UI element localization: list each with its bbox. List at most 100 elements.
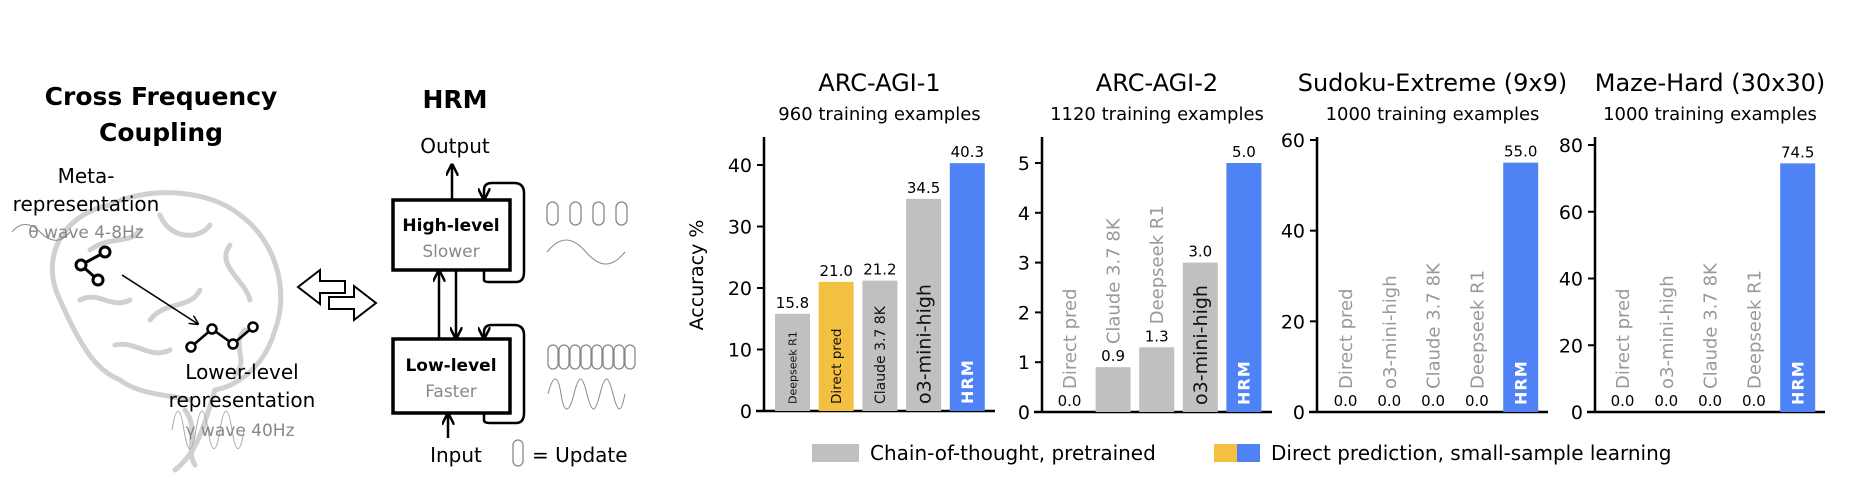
value-label: 0.0 xyxy=(1698,392,1722,410)
value-label: 0.0 xyxy=(1058,392,1082,410)
bar xyxy=(1095,367,1131,412)
chart-title: ARC-AGI-2 xyxy=(1096,69,1218,97)
chart-1: ARC-AGI-1 960 training examples Accuracy %… xyxy=(686,69,995,423)
value-label: 15.8 xyxy=(776,294,809,312)
bar xyxy=(906,198,942,411)
capsule-update-icon xyxy=(624,344,636,370)
output-label: Output xyxy=(420,134,490,158)
capsule-update-icon xyxy=(569,201,582,226)
hrm-panel: HRM Output High-level Slower Low-level F… xyxy=(391,85,636,467)
capsule-update-icon xyxy=(613,344,625,370)
category-label: o3-mini-high xyxy=(1657,275,1678,389)
value-label: 55.0 xyxy=(1504,143,1537,161)
y-tick-label: 2 xyxy=(1018,302,1030,324)
capsule-update-icon xyxy=(546,201,559,226)
theta-sine-wave-icon xyxy=(11,224,71,241)
chart-subtitle: 1000 training examples xyxy=(1603,104,1817,125)
category-label: Direct pred xyxy=(829,329,845,404)
chart-subtitle: 1000 training examples xyxy=(1326,104,1540,125)
category-label: Claude 3.7 8K xyxy=(1424,262,1445,389)
y-tick-label: 40 xyxy=(1559,269,1583,291)
low-level-title: Low-level xyxy=(405,356,496,376)
meta-label-line1: Meta- xyxy=(58,164,115,188)
legend-swatch-direct-blue xyxy=(1237,444,1260,462)
value-label: 0.9 xyxy=(1101,347,1125,365)
value-label: 0.0 xyxy=(1421,392,1445,410)
y-tick-label: 60 xyxy=(1281,130,1305,152)
value-label: 34.5 xyxy=(907,179,940,197)
bar xyxy=(1503,162,1539,412)
legend-swatch-cot xyxy=(812,444,859,462)
cfc-title-line2: Coupling xyxy=(99,118,223,147)
zigzag-nodes-icon xyxy=(185,321,259,353)
value-label: 5.0 xyxy=(1232,143,1256,161)
chart-title: Sudoku-Extreme (9x9) xyxy=(1298,69,1568,97)
y-tick-label: 40 xyxy=(728,155,752,177)
category-label: HRM xyxy=(958,359,977,404)
y-tick-label: 1 xyxy=(1018,352,1030,374)
bar xyxy=(1780,163,1816,412)
category-label: Direct pred xyxy=(1336,288,1357,389)
update-legend-label: = Update xyxy=(532,443,628,467)
brain-icon xyxy=(49,190,284,473)
capsule-update-icon xyxy=(512,439,524,467)
value-label: 3.0 xyxy=(1188,243,1212,261)
category-label: Direct pred xyxy=(1060,288,1081,389)
value-label: 0.0 xyxy=(1611,392,1635,410)
value-label: 0.0 xyxy=(1377,392,1401,410)
y-tick-label: 20 xyxy=(1281,311,1305,333)
category-label: Deepseek R1 xyxy=(1744,270,1765,389)
update-capsules xyxy=(546,201,636,370)
high-level-sub: Slower xyxy=(422,242,479,262)
category-label: Claude 3.7 8K xyxy=(1701,262,1722,389)
value-label: 0.0 xyxy=(1742,392,1766,410)
legend-label-direct: Direct prediction, small-sample learning xyxy=(1271,441,1671,465)
coupling-arrow xyxy=(121,274,198,324)
meta-label-line2: representation xyxy=(13,192,160,216)
category-label: HRM xyxy=(1788,360,1807,405)
high-level-module xyxy=(391,198,512,272)
y-tick-label: 40 xyxy=(1281,221,1305,243)
value-label: 40.3 xyxy=(951,143,984,161)
category-label: o3-mini-high xyxy=(1190,285,1212,405)
chart-3: Sudoku-Extreme (9x9) 1000 training exampl… xyxy=(1281,69,1567,424)
value-label: 0.0 xyxy=(1465,392,1489,410)
y-tick-label: 0 xyxy=(1571,402,1583,424)
chart-subtitle: 960 training examples xyxy=(778,104,980,125)
y-axis-label: Accuracy % xyxy=(686,220,708,331)
chart-2: ARC-AGI-2 1120 training examples 0 1 2 3 4 5 0.0… xyxy=(1018,69,1272,424)
bar xyxy=(862,280,898,411)
chart-subtitle: 1120 training examples xyxy=(1050,104,1264,125)
lower-label-line2: representation xyxy=(169,388,316,412)
input-label: Input xyxy=(430,443,482,467)
bar xyxy=(775,313,810,411)
value-label: 0.0 xyxy=(1334,392,1358,410)
bar xyxy=(949,163,985,411)
y-tick-label: 60 xyxy=(1559,202,1583,224)
capsule-update-icon xyxy=(558,344,570,370)
category-label: HRM xyxy=(1235,360,1254,405)
value-label: 0.0 xyxy=(1654,392,1678,410)
category-label: HRM xyxy=(1511,360,1530,405)
category-label: Deepseek R1 xyxy=(1467,270,1488,389)
legend-label-cot: Chain-of-thought, pretrained xyxy=(870,441,1156,465)
category-label: Claude 3.7 8K xyxy=(1104,217,1125,344)
bar xyxy=(1226,163,1262,412)
bar-charts: ARC-AGI-1 960 training examples Accuracy %… xyxy=(686,69,1825,424)
y-tick-label: 80 xyxy=(1559,135,1583,157)
value-label: 74.5 xyxy=(1781,143,1814,161)
gamma-sine-wave-icon xyxy=(171,410,245,450)
capsule-update-icon xyxy=(580,344,592,370)
y-tick-label: 20 xyxy=(1559,335,1583,357)
value-label: 21.0 xyxy=(819,262,852,280)
y-tick-label: 0 xyxy=(1293,402,1305,424)
capsule-update-icon xyxy=(615,201,628,226)
category-label: Deepseek R1 xyxy=(786,331,799,404)
y-tick-label: 20 xyxy=(728,278,752,300)
y-tick-label: 3 xyxy=(1018,253,1030,275)
legend-swatch-direct-yellow xyxy=(1214,444,1237,462)
category-label: Direct pred xyxy=(1613,288,1634,389)
y-tick-label: 30 xyxy=(728,217,752,239)
